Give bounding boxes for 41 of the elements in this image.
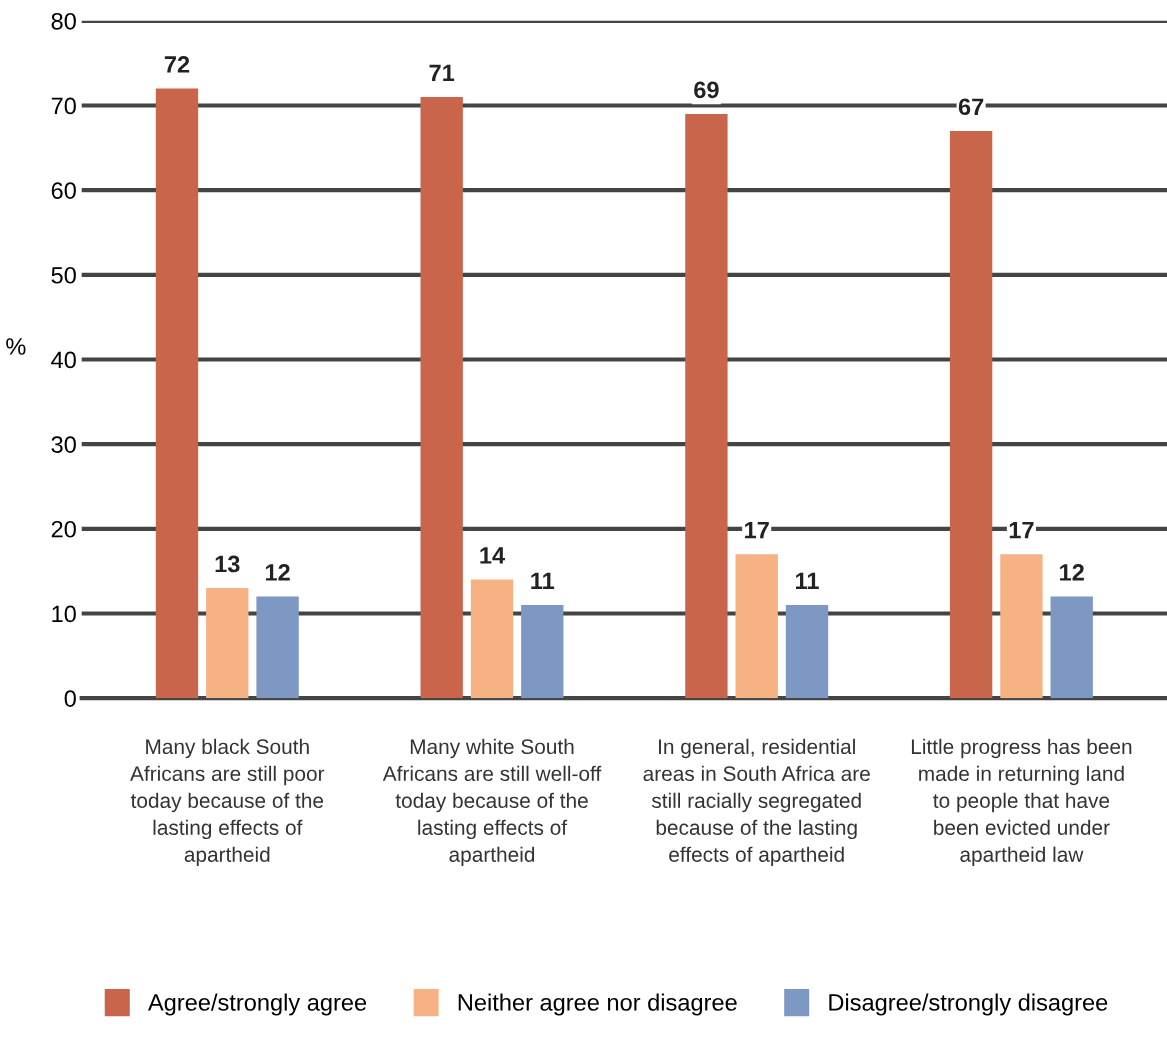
data-label: 11 <box>531 572 555 589</box>
y-tick-label: 50 <box>51 266 76 284</box>
bar <box>785 605 829 699</box>
bar <box>420 97 463 699</box>
data-label: 17 <box>745 521 769 539</box>
data-label: 69 <box>694 81 719 99</box>
bar <box>206 588 249 699</box>
bar <box>256 596 299 699</box>
data-label: 17 <box>1009 521 1034 539</box>
y-tick-label: 60 <box>51 182 76 199</box>
bar <box>521 605 564 699</box>
x-tick-label: Many white South Africans are still well-off today because of the lasting effects of apartheid <box>382 738 602 867</box>
data-label: 12 <box>265 564 290 581</box>
bar <box>949 130 993 699</box>
bar <box>1000 554 1043 699</box>
bar <box>1050 596 1093 699</box>
data-label: 12 <box>1060 564 1084 581</box>
y-tick-label: 40 <box>51 351 76 369</box>
bar <box>735 554 778 699</box>
legend-label: Neither agree nor disagree <box>458 993 737 1016</box>
data-label: 71 <box>429 64 455 82</box>
data-label: 14 <box>480 547 505 564</box>
bar <box>685 113 728 699</box>
bar <box>155 88 199 699</box>
data-label: 13 <box>215 555 240 573</box>
bar <box>470 579 514 699</box>
y-tick-label: 80 <box>51 12 76 30</box>
y-tick-label: 30 <box>51 436 76 453</box>
y-tick-label: 70 <box>51 97 76 115</box>
data-label: 72 <box>164 56 190 73</box>
data-label: 67 <box>958 98 984 116</box>
x-tick-label: Many black South Africans are still poor today because of the lasting effects of apartheid <box>130 738 325 867</box>
legend-label: Agree/strongly agree <box>147 993 367 1016</box>
y-tick-label: 0 <box>64 690 76 707</box>
x-tick-label: In general, residential areas in South Africa are still racially segregated because of the lasting effects of apartheid <box>643 738 870 867</box>
y-axis-title: % <box>6 338 26 355</box>
data-label: 11 <box>796 572 819 589</box>
y-tick-label: 20 <box>51 520 76 538</box>
y-tick-label: 10 <box>52 605 76 623</box>
legend-label: Disagree/strongly disagree <box>829 993 1108 1016</box>
x-tick-label: Little progress has been made in returning land to people that have been evicted under apartheid law <box>911 738 1132 867</box>
